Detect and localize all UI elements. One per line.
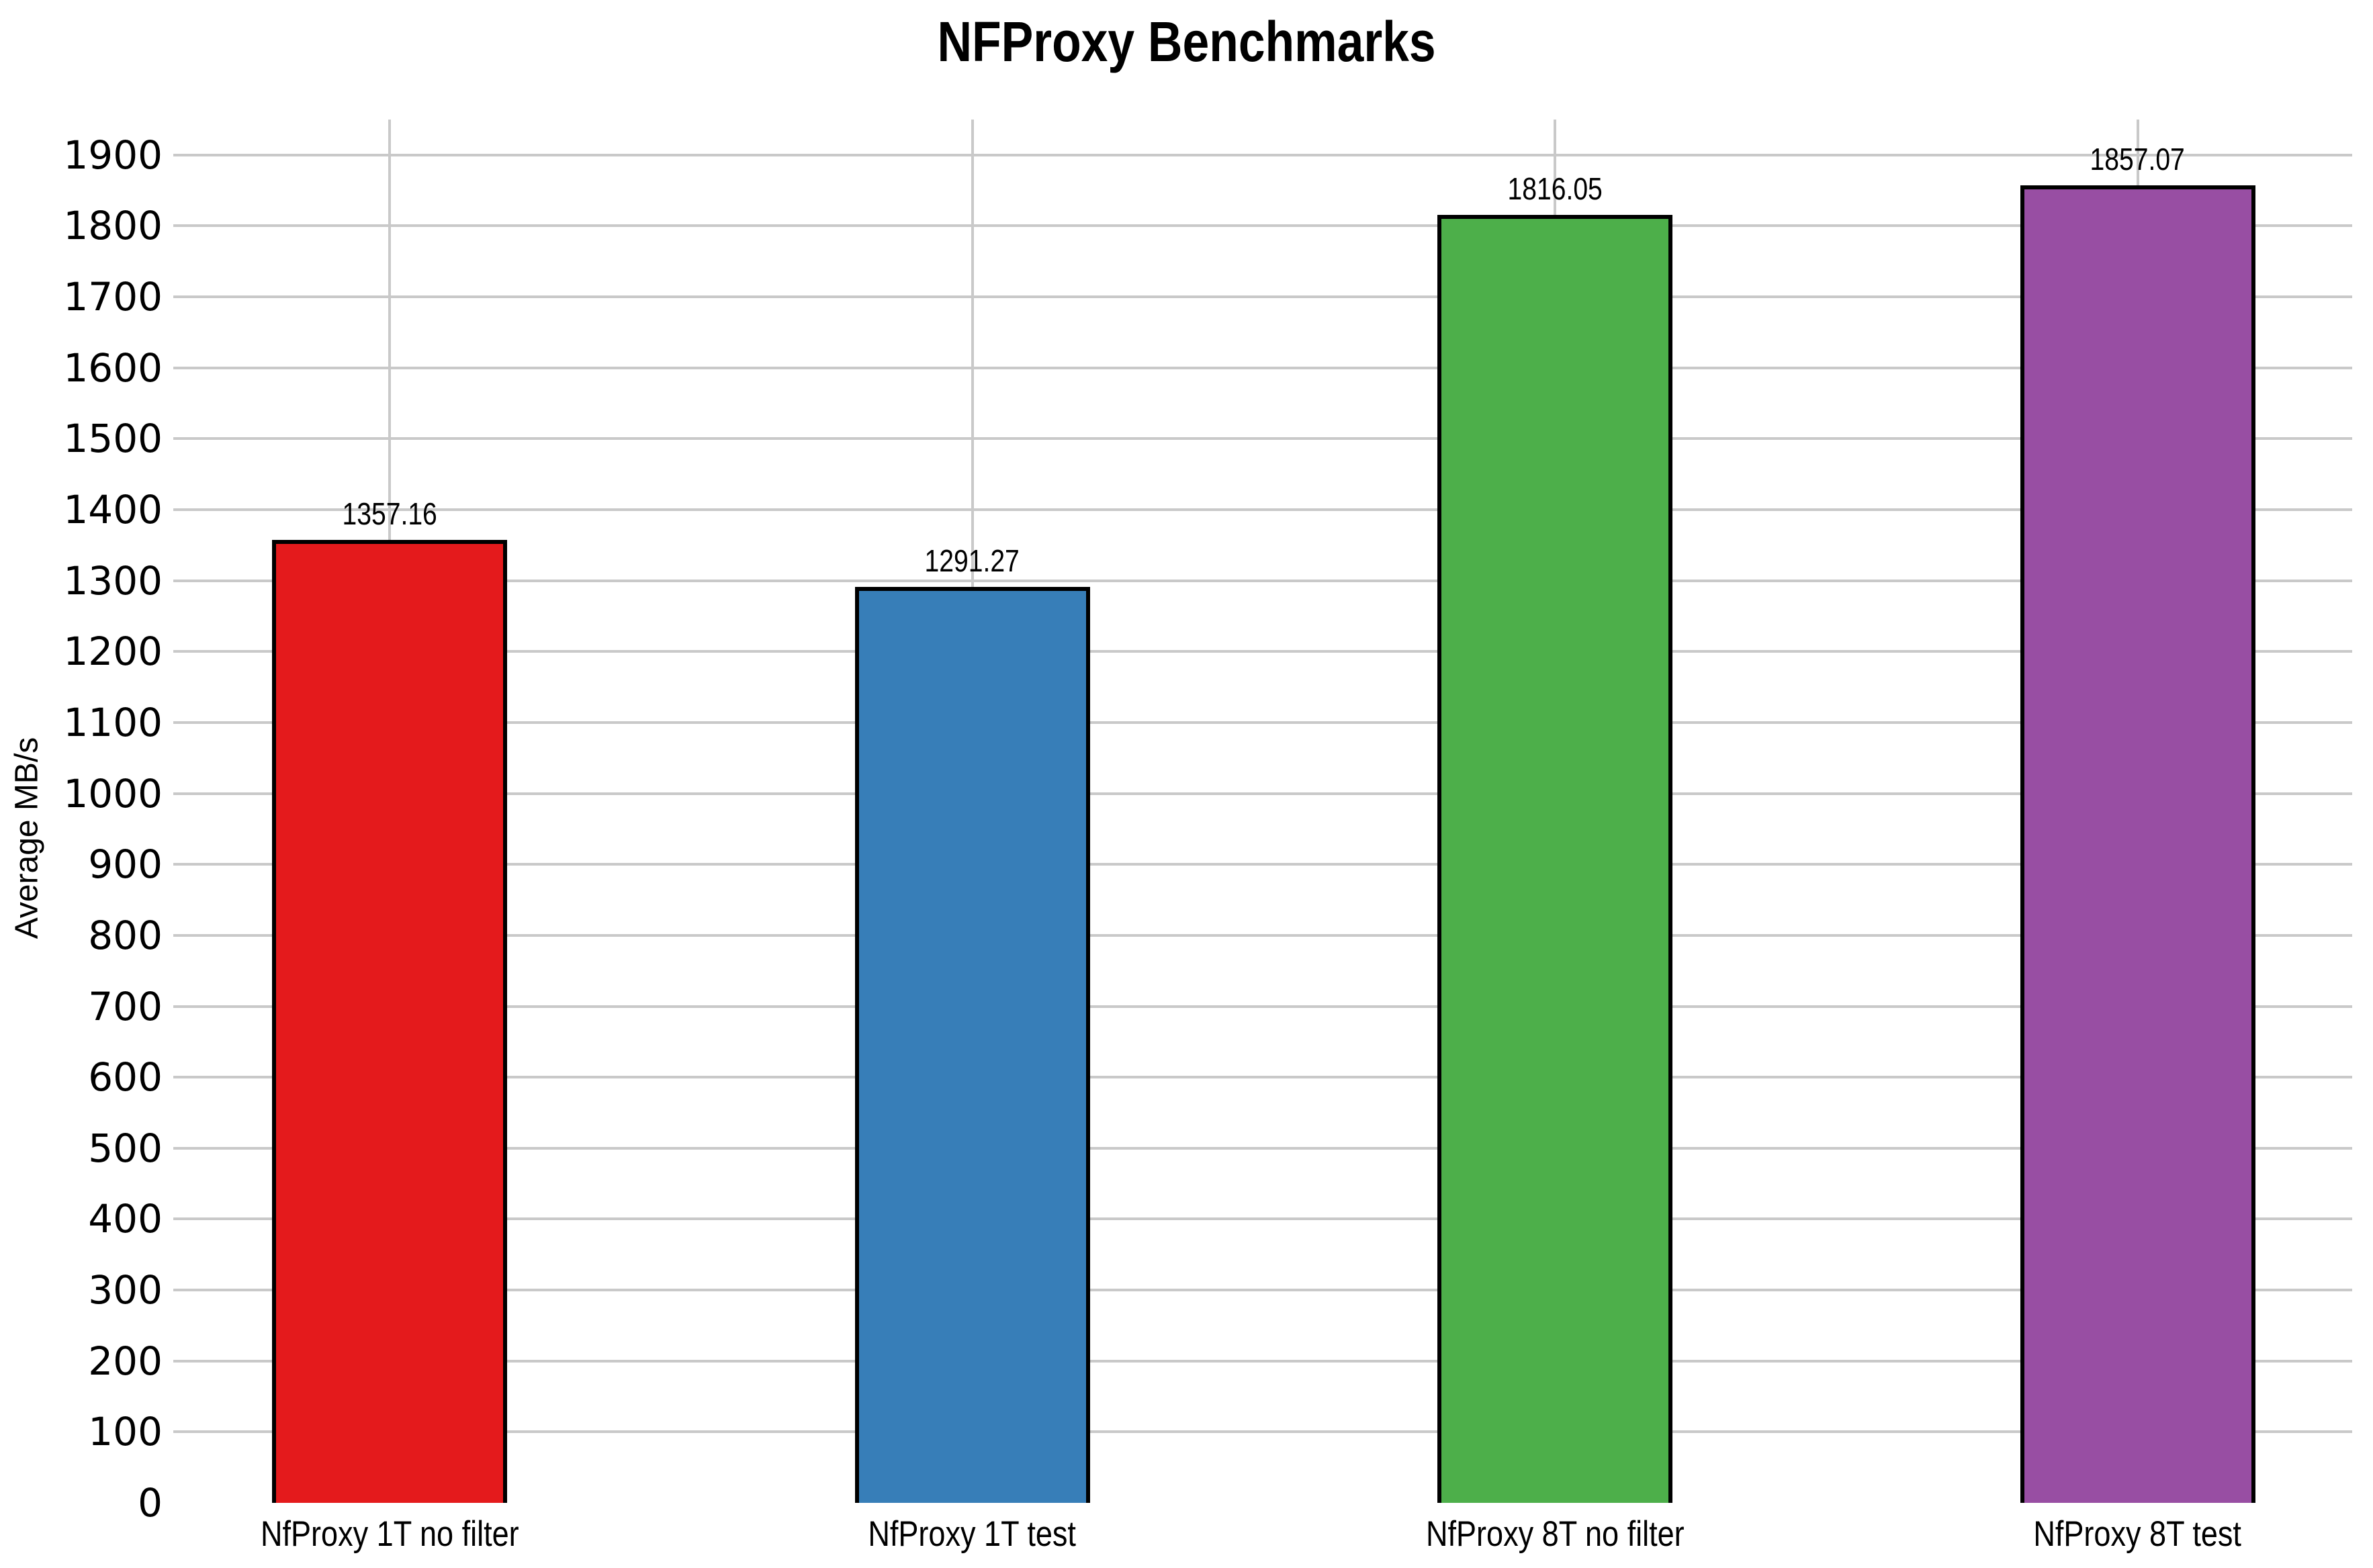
h-gridline [173,792,2352,795]
y-tick-label: 0 [138,1480,163,1526]
bar-value-text: 1857.07 [2090,142,2186,177]
h-gridline [173,437,2352,441]
h-gridline [173,1359,2352,1363]
bar-value-label: 1857.07 [1997,144,2279,175]
y-tick-label: 200 [88,1338,163,1384]
y-tick-label: 1600 [63,344,163,391]
h-gridline [173,295,2352,299]
bar [854,586,1090,1503]
y-tick-label: 400 [88,1196,163,1242]
h-gridline [173,153,2352,156]
bar-value-label: 1357.16 [249,498,531,529]
h-gridline [173,1076,2352,1079]
x-tick-label: NfProxy 8T no filter [1320,1514,1790,1555]
y-tick-label: 1200 [63,629,163,675]
chart-title-text: NFProxy Benchmarks [937,10,1436,73]
y-tick-label: 1800 [63,203,163,249]
y-tick-label: 700 [88,983,163,1029]
y-tick-label: 1100 [63,699,163,745]
bar [2020,185,2255,1503]
x-tick-label: NfProxy 1T no filter [154,1514,625,1555]
x-tick-label: NfProxy 1T test [737,1514,1208,1555]
y-tick-label: 800 [88,912,163,958]
x-tick-text: NfProxy 1T test [868,1514,1077,1554]
x-tick-text: NfProxy 8T test [2033,1514,2242,1554]
bar [1437,214,1672,1503]
y-tick-label: 1300 [63,557,163,604]
h-gridline [173,863,2352,866]
bar-value-text: 1816.05 [1507,171,1603,206]
bar-value-text: 1357.16 [342,496,437,532]
bar [272,540,507,1503]
y-tick-label: 1500 [63,416,163,462]
h-gridline [173,224,2352,228]
y-tick-label: 600 [88,1054,163,1101]
y-tick-label: 1900 [63,132,163,178]
h-gridline [173,933,2352,937]
y-axis-title: Average MB/s [9,737,46,939]
y-tick-label: 500 [88,1125,163,1171]
y-tick-label: 900 [88,841,163,888]
bar-value-label: 1291.27 [832,545,1114,576]
x-tick-text: NfProxy 8T no filter [1425,1514,1685,1554]
h-gridline [173,1005,2352,1008]
h-gridline [173,508,2352,512]
h-gridline [173,721,2352,724]
y-tick-label: 1700 [63,274,163,320]
h-gridline [173,650,2352,653]
x-tick-label: NfProxy 8T test [1903,1514,2373,1555]
y-tick-label: 1000 [63,770,163,817]
h-gridline [173,366,2352,369]
h-gridline [173,1430,2352,1434]
bar-value-text: 1291.27 [924,543,1020,578]
x-tick-text: NfProxy 1T no filter [260,1514,519,1554]
bar-value-label: 1816.05 [1414,173,1696,204]
h-gridline [173,1146,2352,1150]
h-gridline [173,579,2352,582]
y-tick-label: 100 [88,1409,163,1455]
h-gridline [173,1217,2352,1221]
y-tick-label: 300 [88,1267,163,1313]
h-gridline [173,1289,2352,1292]
chart-title: NFProxy Benchmarks [0,11,2373,73]
y-tick-label: 1400 [63,487,163,533]
y-axis-title-text: Average MB/s [9,737,45,939]
